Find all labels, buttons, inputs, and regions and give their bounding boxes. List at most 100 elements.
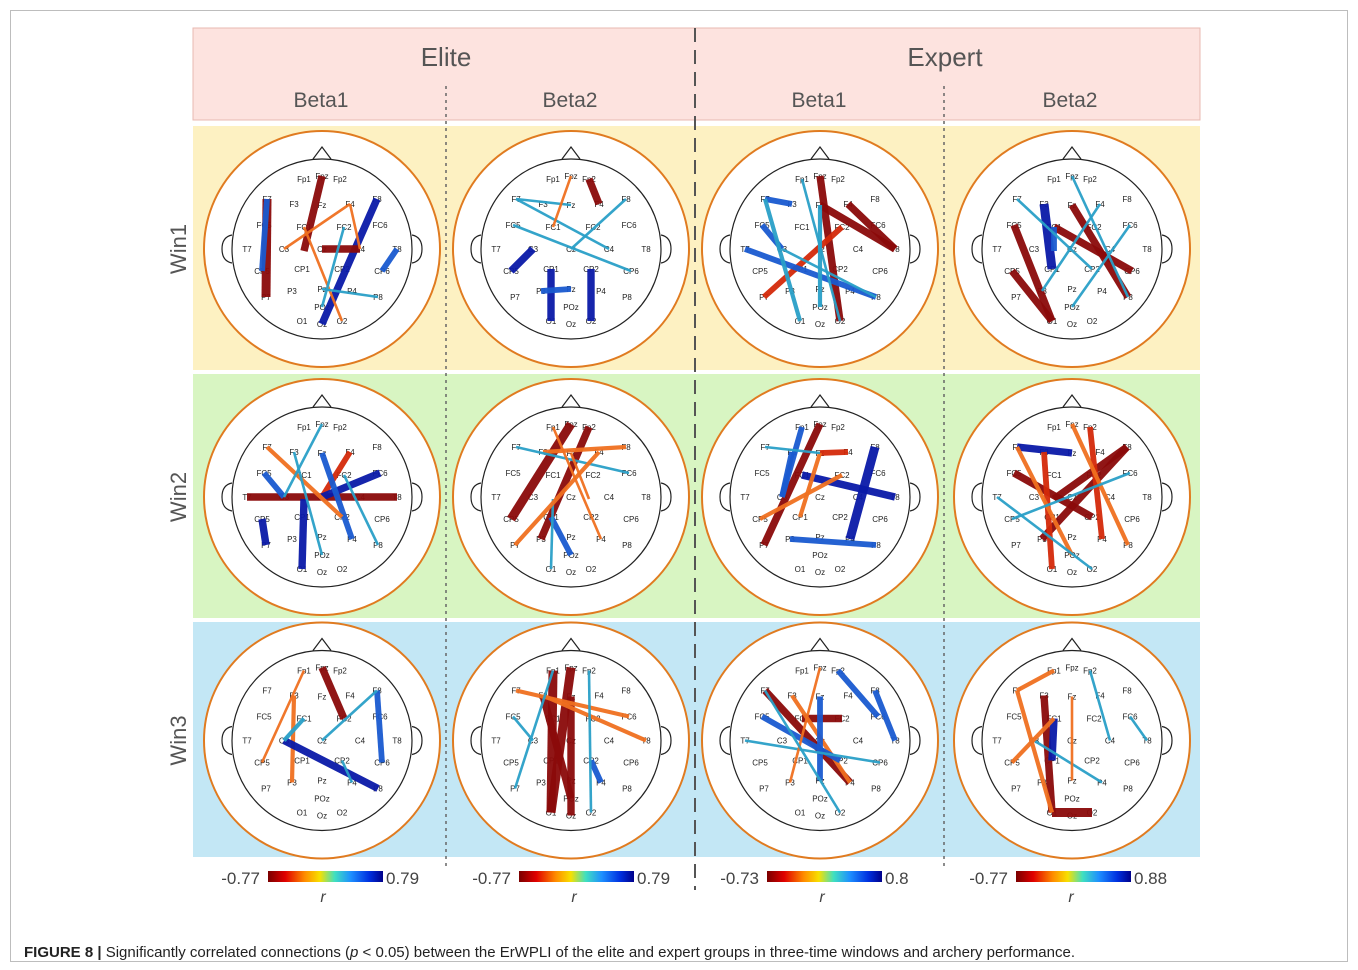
electrode-label: CP5	[1004, 759, 1020, 768]
electrode-label: P4	[845, 287, 855, 296]
left-ear	[971, 482, 983, 512]
electrode-label: T7	[992, 245, 1002, 254]
electrode-label: T8	[890, 737, 900, 746]
connection-F7-CP2	[1016, 198, 1093, 270]
connection-C3-P8	[282, 737, 380, 792]
connection-F4-Fz	[819, 449, 849, 456]
electrode-label: P3	[536, 535, 546, 544]
connection-F7-P4	[762, 687, 853, 786]
electrode-label: O1	[297, 809, 308, 818]
electrode-label: T8	[1142, 245, 1152, 254]
electrode-label: POz	[1064, 303, 1080, 312]
connection-P3-Pz	[540, 286, 572, 294]
electrode-label: Cz	[317, 737, 327, 746]
left-ear	[719, 482, 731, 512]
electrode-label: T8	[392, 493, 402, 502]
connection-CP2-P4	[588, 759, 604, 784]
electrode-label: FC1	[794, 223, 810, 232]
head-outline	[981, 649, 1163, 832]
electrode-label: Pz	[1067, 285, 1076, 294]
connection-F8-T8	[872, 689, 898, 742]
left-ear	[719, 725, 731, 756]
electrode-label: CP1	[1044, 265, 1060, 274]
electrode-label: T8	[392, 737, 402, 746]
electrode-label: Pz	[566, 533, 575, 542]
electrode-label: CP5	[752, 267, 768, 276]
head-outline	[231, 158, 413, 340]
electrode-label: POz	[1064, 795, 1080, 804]
electrode-label: Fpz	[1065, 664, 1078, 673]
electrode-label: CP6	[1124, 267, 1140, 276]
right-ear	[909, 234, 921, 264]
electrode-label: T8	[641, 493, 651, 502]
electrode-label: O2	[835, 565, 846, 574]
nose	[312, 637, 332, 651]
electrode-label: Pz	[317, 777, 326, 786]
head-plot-r1-c4: Fp1FpzFp2F7F3FzF4F8FC5FC1FC2FC6T7C3CzC4T…	[953, 130, 1191, 368]
electrode-label: F4	[345, 692, 355, 701]
electrode-label: P7	[1011, 541, 1021, 550]
electrode-label: T8	[641, 737, 651, 746]
connection-FC5-CP2	[1012, 469, 1094, 521]
colorbar-min-3: -0.73	[720, 869, 759, 888]
electrode-label: Pz	[317, 533, 326, 542]
electrode-label: F8	[1122, 195, 1132, 204]
electrode-label: F4	[843, 448, 853, 457]
electrode-label: C4	[604, 737, 615, 746]
left-ear	[470, 482, 482, 512]
left-ear	[971, 725, 983, 756]
electrode-label: P3	[785, 779, 795, 788]
electrode-label: Cz	[566, 245, 576, 254]
nose	[561, 637, 581, 651]
electrode-label: O1	[297, 317, 308, 326]
electrode-label: Oz	[317, 320, 327, 329]
connection-Pz-P8	[321, 287, 379, 299]
connection-Fpz-CP5	[507, 421, 575, 522]
nose	[810, 146, 830, 160]
connection-F7-CP5	[259, 198, 270, 272]
nose	[810, 637, 830, 651]
right-ear	[660, 725, 672, 756]
connection-F7-O2	[763, 689, 842, 814]
electrode-label: P4	[347, 779, 357, 788]
electrode-label: O2	[586, 565, 597, 574]
electrode-label: Fz	[567, 201, 576, 210]
electrode-label: POz	[812, 303, 828, 312]
electrode-label: CP5	[254, 759, 270, 768]
head-outline	[981, 158, 1163, 340]
connection-FC6-T8	[1128, 715, 1149, 742]
left-ear	[470, 234, 482, 264]
electrode-label: FC1	[296, 471, 312, 480]
connection-F4-C4	[348, 203, 362, 250]
electrode-label: Cz	[566, 493, 576, 502]
connection-Fz-P4	[319, 452, 355, 540]
right-ear	[1161, 234, 1173, 264]
electrode-label: CP6	[374, 759, 390, 768]
connection-F3-CP1	[1039, 203, 1057, 270]
electrode-label: FC6	[372, 221, 388, 230]
electrode-label: P7	[261, 541, 271, 550]
electrode-label: Fp2	[333, 175, 347, 184]
electrode-label: P4	[1097, 779, 1107, 788]
electrode-label: C3	[1029, 493, 1040, 502]
electrode-label: F3	[787, 200, 797, 209]
connection-F7-O1	[762, 198, 803, 322]
electrode-label: O2	[337, 565, 348, 574]
connection-Fp2-F4	[585, 177, 603, 206]
connection-FC1-T8	[801, 471, 896, 501]
electrode-label: O2	[586, 809, 597, 818]
electrode-label: T8	[1142, 737, 1152, 746]
caption-text-a: Significantly correlated connections (	[101, 944, 351, 961]
electrode-label: P3	[1037, 535, 1047, 544]
electrode-label: CP6	[1124, 515, 1140, 524]
head-outline	[729, 158, 911, 340]
electrode-label: Fp2	[333, 667, 347, 676]
electrode-label: CP1	[294, 265, 310, 274]
electrode-label: F8	[621, 687, 631, 696]
head-outline	[480, 406, 662, 588]
band-label-2: Beta2	[543, 89, 598, 112]
left-ear	[221, 234, 233, 264]
connection-Fp1-C3	[779, 426, 805, 498]
left-ear	[221, 725, 233, 756]
electrode-label: P8	[622, 293, 632, 302]
